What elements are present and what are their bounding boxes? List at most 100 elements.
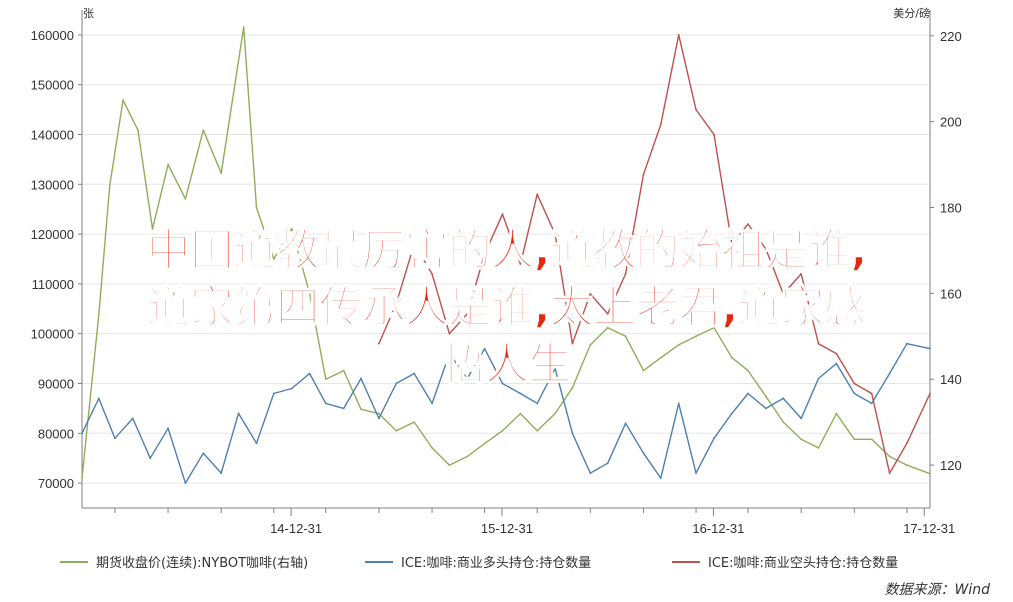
data-point-1	[501, 429, 504, 432]
data-point-1	[81, 477, 83, 479]
data-point-2	[870, 402, 873, 405]
data-point-3	[730, 243, 733, 245]
data-point-3	[765, 248, 767, 250]
data-point-3	[905, 442, 908, 445]
data-point-2	[853, 392, 856, 395]
data-point-2	[606, 462, 609, 465]
x-tick-label: 15-12-31	[481, 521, 533, 536]
data-point-1	[800, 438, 803, 441]
data-point-2	[817, 377, 820, 380]
data-point-1	[695, 335, 697, 338]
data-point-1	[342, 369, 345, 372]
data-point-3	[483, 253, 486, 255]
data-point-1	[747, 369, 749, 372]
data-point-2	[905, 342, 908, 345]
data-point-2	[713, 437, 715, 440]
data-point-3	[747, 223, 749, 226]
data-point-2	[483, 347, 486, 350]
data-point-3	[431, 273, 433, 275]
left-tick-label: 70000	[38, 476, 74, 491]
data-point-1	[108, 185, 111, 187]
data-point-1	[519, 412, 522, 415]
left-tick-label: 160000	[31, 28, 74, 43]
data-point-2	[554, 367, 557, 370]
source-label: 数据来源：Wind	[885, 582, 991, 598]
data-point-1	[782, 421, 785, 424]
data-point-1	[713, 326, 715, 329]
data-point-1	[536, 429, 539, 432]
data-point-1	[290, 228, 293, 230]
overlay-title-line-1: 中国道教最厉害的人,道教的始祖是谁,	[146, 225, 868, 277]
left-tick-label: 130000	[31, 177, 74, 192]
data-point-3	[395, 302, 398, 305]
series-line-3	[378, 34, 931, 474]
data-point-2	[308, 372, 311, 375]
data-point-1	[765, 395, 767, 398]
data-point-2	[888, 372, 891, 375]
data-point-3	[817, 342, 820, 345]
data-point-2	[501, 382, 504, 385]
data-point-1	[606, 326, 609, 329]
data-point-1	[378, 412, 380, 415]
data-point-3	[413, 243, 416, 245]
data-point-1	[272, 258, 275, 260]
data-point-2	[519, 392, 522, 395]
data-point-3	[870, 392, 873, 395]
overlay-title-line-3: 悟人生	[441, 339, 573, 391]
data-point-2	[695, 472, 697, 475]
data-point-1	[853, 438, 856, 441]
grid-lines	[82, 34, 930, 484]
data-point-2	[747, 392, 749, 395]
data-point-2	[290, 387, 293, 390]
data-point-1	[360, 408, 362, 411]
data-point-3	[782, 292, 785, 295]
data-point-1	[817, 446, 820, 449]
data-point-3	[536, 193, 539, 196]
data-point-1	[929, 472, 931, 475]
x-tick-label: 17-12-31	[903, 521, 955, 536]
data-point-2	[342, 407, 345, 410]
right-tick-label: 120	[940, 458, 962, 473]
data-point-1	[431, 446, 433, 449]
data-point-3	[606, 312, 609, 315]
data-point-2	[220, 472, 223, 475]
data-point-2	[642, 452, 645, 455]
data-point-2	[659, 477, 662, 480]
x-tick-label: 16-12-31	[692, 521, 744, 536]
data-point-1	[122, 99, 124, 102]
left-tick-label: 120000	[31, 227, 74, 242]
left-tick-label: 110000	[32, 277, 74, 292]
x-axis: 14-12-31 15-12-31 16-12-31 17-12-31	[114, 508, 955, 536]
data-point-2	[324, 402, 327, 405]
data-point-1	[730, 356, 733, 359]
right-tick-label: 220	[940, 29, 962, 44]
data-point-1	[589, 343, 592, 346]
data-point-3	[888, 472, 891, 475]
data-point-2	[765, 407, 767, 410]
data-point-1	[151, 228, 154, 230]
data-point-2	[395, 382, 398, 385]
data-point-3	[835, 352, 838, 355]
data-point-1	[870, 438, 873, 441]
data-point-3	[624, 273, 627, 275]
data-point-2	[167, 427, 169, 430]
data-point-2	[782, 397, 785, 400]
data-point-1	[888, 455, 891, 458]
legend-label-1: 期货收盘价(连续):NYBOT咖啡(右轴)	[96, 555, 308, 571]
x-tick-label: 14-12-31	[270, 521, 322, 536]
data-point-1	[835, 412, 838, 415]
data-point-3	[677, 34, 680, 36]
right-tick-label: 140	[940, 372, 962, 387]
data-point-3	[519, 263, 522, 265]
right-axis-unit: 美分/磅	[893, 6, 930, 20]
data-point-2	[571, 432, 574, 435]
data-point-3	[466, 312, 469, 315]
data-point-1	[571, 386, 574, 389]
data-point-3	[642, 173, 645, 176]
data-point-2	[202, 452, 205, 455]
data-point-2	[466, 377, 469, 380]
right-tick-label: 180	[940, 200, 962, 215]
data-point-2	[237, 412, 240, 415]
data-point-2	[624, 422, 627, 425]
right-axis: 120 140 160 180 200 220	[930, 29, 962, 473]
